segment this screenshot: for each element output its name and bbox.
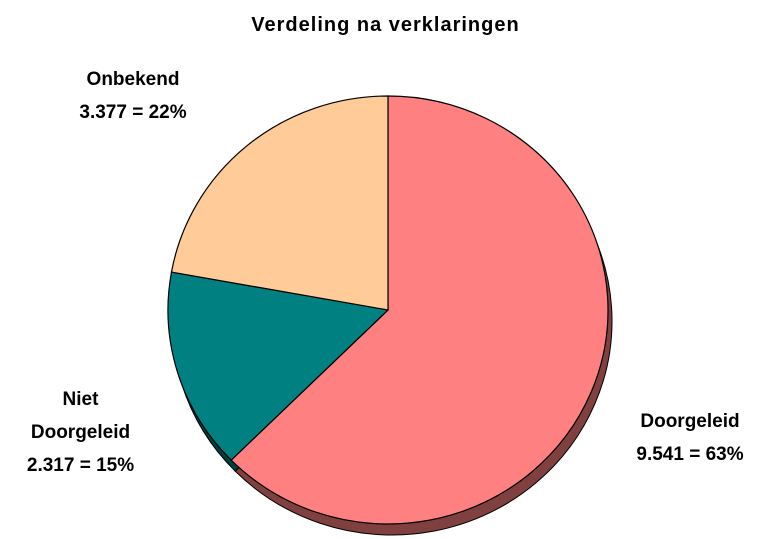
- chart-title: Verdeling na verklaringen: [251, 14, 520, 36]
- slice: [230, 95, 609, 525]
- category-label: Niet Doorgeleid: [30, 389, 131, 443]
- slice: [167, 271, 390, 461]
- value-label: 9.541 = 63%: [636, 444, 744, 465]
- category-label: Doorgeleid: [640, 411, 740, 432]
- slice: [170, 95, 389, 311]
- value-label: 2.317 = 15%: [26, 455, 135, 476]
- value-label: 3.377 = 22%: [79, 102, 187, 123]
- slice-label: Doorgeleid 9.541 = 63%: [630, 405, 750, 471]
- slice-label: Onbekend 3.377 = 22%: [63, 63, 203, 129]
- slice-label: Niet Doorgeleid 2.317 = 15%: [18, 383, 143, 482]
- category-label: Onbekend: [86, 69, 180, 90]
